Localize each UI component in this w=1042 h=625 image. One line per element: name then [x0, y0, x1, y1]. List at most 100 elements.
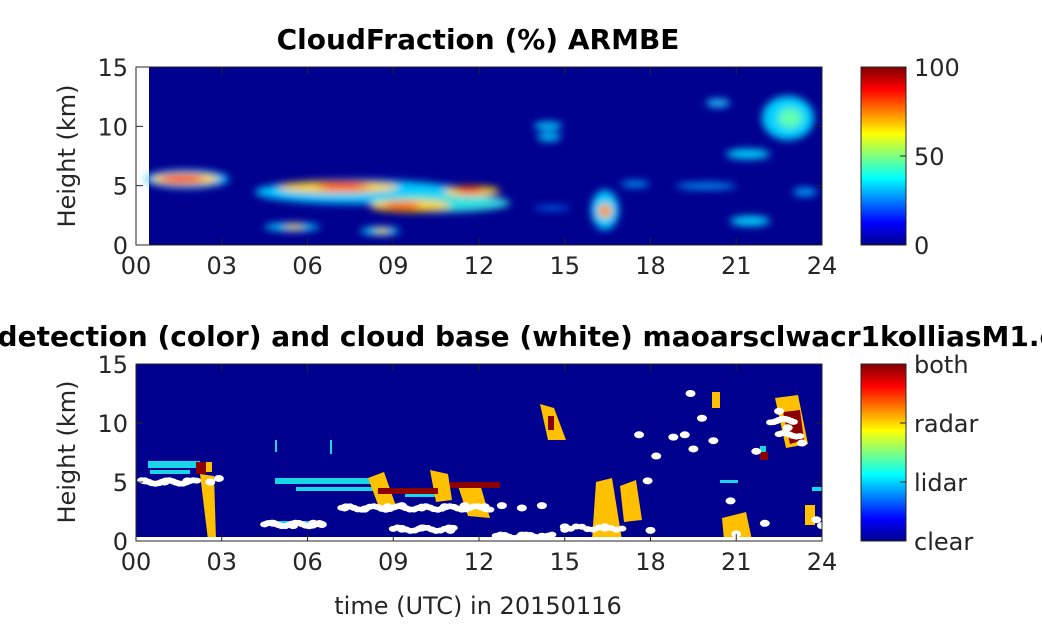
y-tick-label: 5: [113, 469, 128, 497]
x-tick-label: 03: [206, 548, 237, 576]
both-patch: [378, 488, 438, 494]
x-tick-label: 00: [121, 252, 152, 280]
colorbar-tick-label: 100: [914, 54, 960, 82]
cloud-base-points: [137, 390, 822, 541]
cloud-base-point: [496, 502, 507, 510]
lidar-patch: [812, 487, 822, 491]
top-chart-title: CloudFraction (%) ARMBE: [277, 23, 680, 56]
radar-patch: [200, 474, 216, 540]
cloud-base-point: [685, 390, 696, 397]
cloud-base-point: [759, 519, 770, 527]
y-tick-label: 15: [97, 351, 128, 379]
cloud-base-point: [811, 516, 822, 524]
top-cloud-field: [136, 67, 817, 245]
x-tick-label: 24: [807, 548, 838, 576]
cloud-base-point: [205, 478, 216, 486]
lidar-patch: [330, 440, 332, 454]
colorbar-tick-label: 0: [914, 232, 929, 260]
top-plot-area: [136, 67, 822, 245]
y-tick-label: 15: [97, 54, 128, 82]
lidar-patch: [150, 470, 190, 474]
x-tick-label: 12: [464, 252, 495, 280]
cloud-feature: [537, 133, 561, 141]
cloud-feature: [384, 202, 420, 210]
top-colorbar: [860, 66, 907, 246]
cloud-base-point: [688, 445, 699, 453]
cloud-base-point: [725, 497, 736, 505]
cloud-base-point: [731, 530, 742, 538]
top-y-label: Height (km): [53, 85, 81, 228]
bottom-y-label: Height (km): [53, 381, 81, 524]
cloud-base-point: [485, 506, 495, 513]
cloud-base-point: [634, 431, 645, 439]
x-tick-label: 15: [549, 548, 580, 576]
cloud-base-point: [448, 524, 458, 531]
cloud-feature: [621, 181, 649, 187]
cloud-base-point: [696, 414, 707, 422]
x-tick-label: 21: [721, 252, 752, 280]
lidar-patch: [275, 440, 277, 452]
cloud-base-point: [516, 504, 527, 512]
cloud-feature: [793, 188, 817, 196]
cloud-feature: [284, 224, 304, 230]
x-tick-label: 06: [292, 548, 323, 576]
radar-patch: [805, 505, 815, 525]
lidar-patch: [148, 461, 200, 468]
cloud-base-point: [668, 433, 679, 441]
cloud-feature: [160, 175, 204, 183]
y-tick-label: 0: [113, 528, 128, 556]
cloud-feature: [706, 99, 730, 107]
y-tick-label: 10: [97, 113, 128, 141]
x-tick-label: 21: [721, 548, 752, 576]
x-tick-label: 06: [292, 252, 323, 280]
lidar-patch: [275, 478, 383, 484]
x-tick-label: 09: [378, 252, 409, 280]
lidar-patch: [720, 480, 738, 483]
cloud-base-point: [708, 437, 719, 445]
cloud-feature: [534, 122, 562, 130]
cloud-base-point: [651, 452, 662, 460]
x-tick-label: 09: [378, 548, 409, 576]
radar-patch: [620, 480, 642, 522]
colorbar-tick-label: clear: [914, 528, 973, 556]
bottom-cloud-field: [136, 390, 822, 541]
cloud-feature: [317, 182, 369, 190]
both-patch: [196, 462, 206, 474]
colorbar-tick-label: lidar: [914, 469, 967, 497]
bottom-colorbar-ticks: clear lidar radar both: [900, 351, 979, 556]
colorbar-tick-label: both: [914, 351, 969, 379]
radar-patch: [712, 392, 720, 408]
no-data-strip: [136, 67, 149, 245]
x-tick-label: 24: [807, 252, 838, 280]
cloud-base-point: [817, 522, 822, 530]
bottom-chart: Cloud detection (color) and cloud base (…: [0, 320, 1042, 620]
cloud-feature: [726, 149, 770, 159]
cloud-feature: [601, 207, 609, 215]
cloud-feature: [676, 183, 736, 189]
radar-patch: [722, 512, 752, 540]
top-colorbar-ticks: 0 50 100: [900, 54, 960, 260]
top-ticks: 00 03 06 09 12 15 18 21 24 0 5 10 15: [97, 54, 837, 280]
cloud-feature: [730, 216, 770, 226]
cloud-base-point: [774, 407, 785, 415]
x-tick-label: 18: [635, 548, 666, 576]
x-tick-label: 03: [206, 252, 237, 280]
cloud-base-point: [536, 502, 547, 510]
bottom-ticks: 00 03 06 09 12 15 18 21 24 0 5 10 15: [97, 351, 837, 576]
cloud-feature: [456, 186, 484, 194]
cloud-base-point: [617, 525, 627, 532]
bottom-x-label: time (UTC) in 20150116: [334, 592, 621, 620]
radar-patch: [592, 478, 622, 540]
cloud-base-point: [213, 474, 224, 482]
cloud-base-point: [788, 418, 798, 425]
cloud-base-point: [547, 531, 557, 538]
cloud-feature: [534, 206, 570, 210]
cloud-feature: [374, 228, 390, 234]
cloud-base-point: [679, 431, 690, 439]
bottom-chart-title: Cloud detection (color) and cloud base (…: [0, 320, 1042, 353]
both-patch: [760, 452, 768, 460]
x-tick-label: 15: [549, 252, 580, 280]
bottom-colorbar: [860, 363, 907, 542]
x-tick-label: 12: [464, 548, 495, 576]
